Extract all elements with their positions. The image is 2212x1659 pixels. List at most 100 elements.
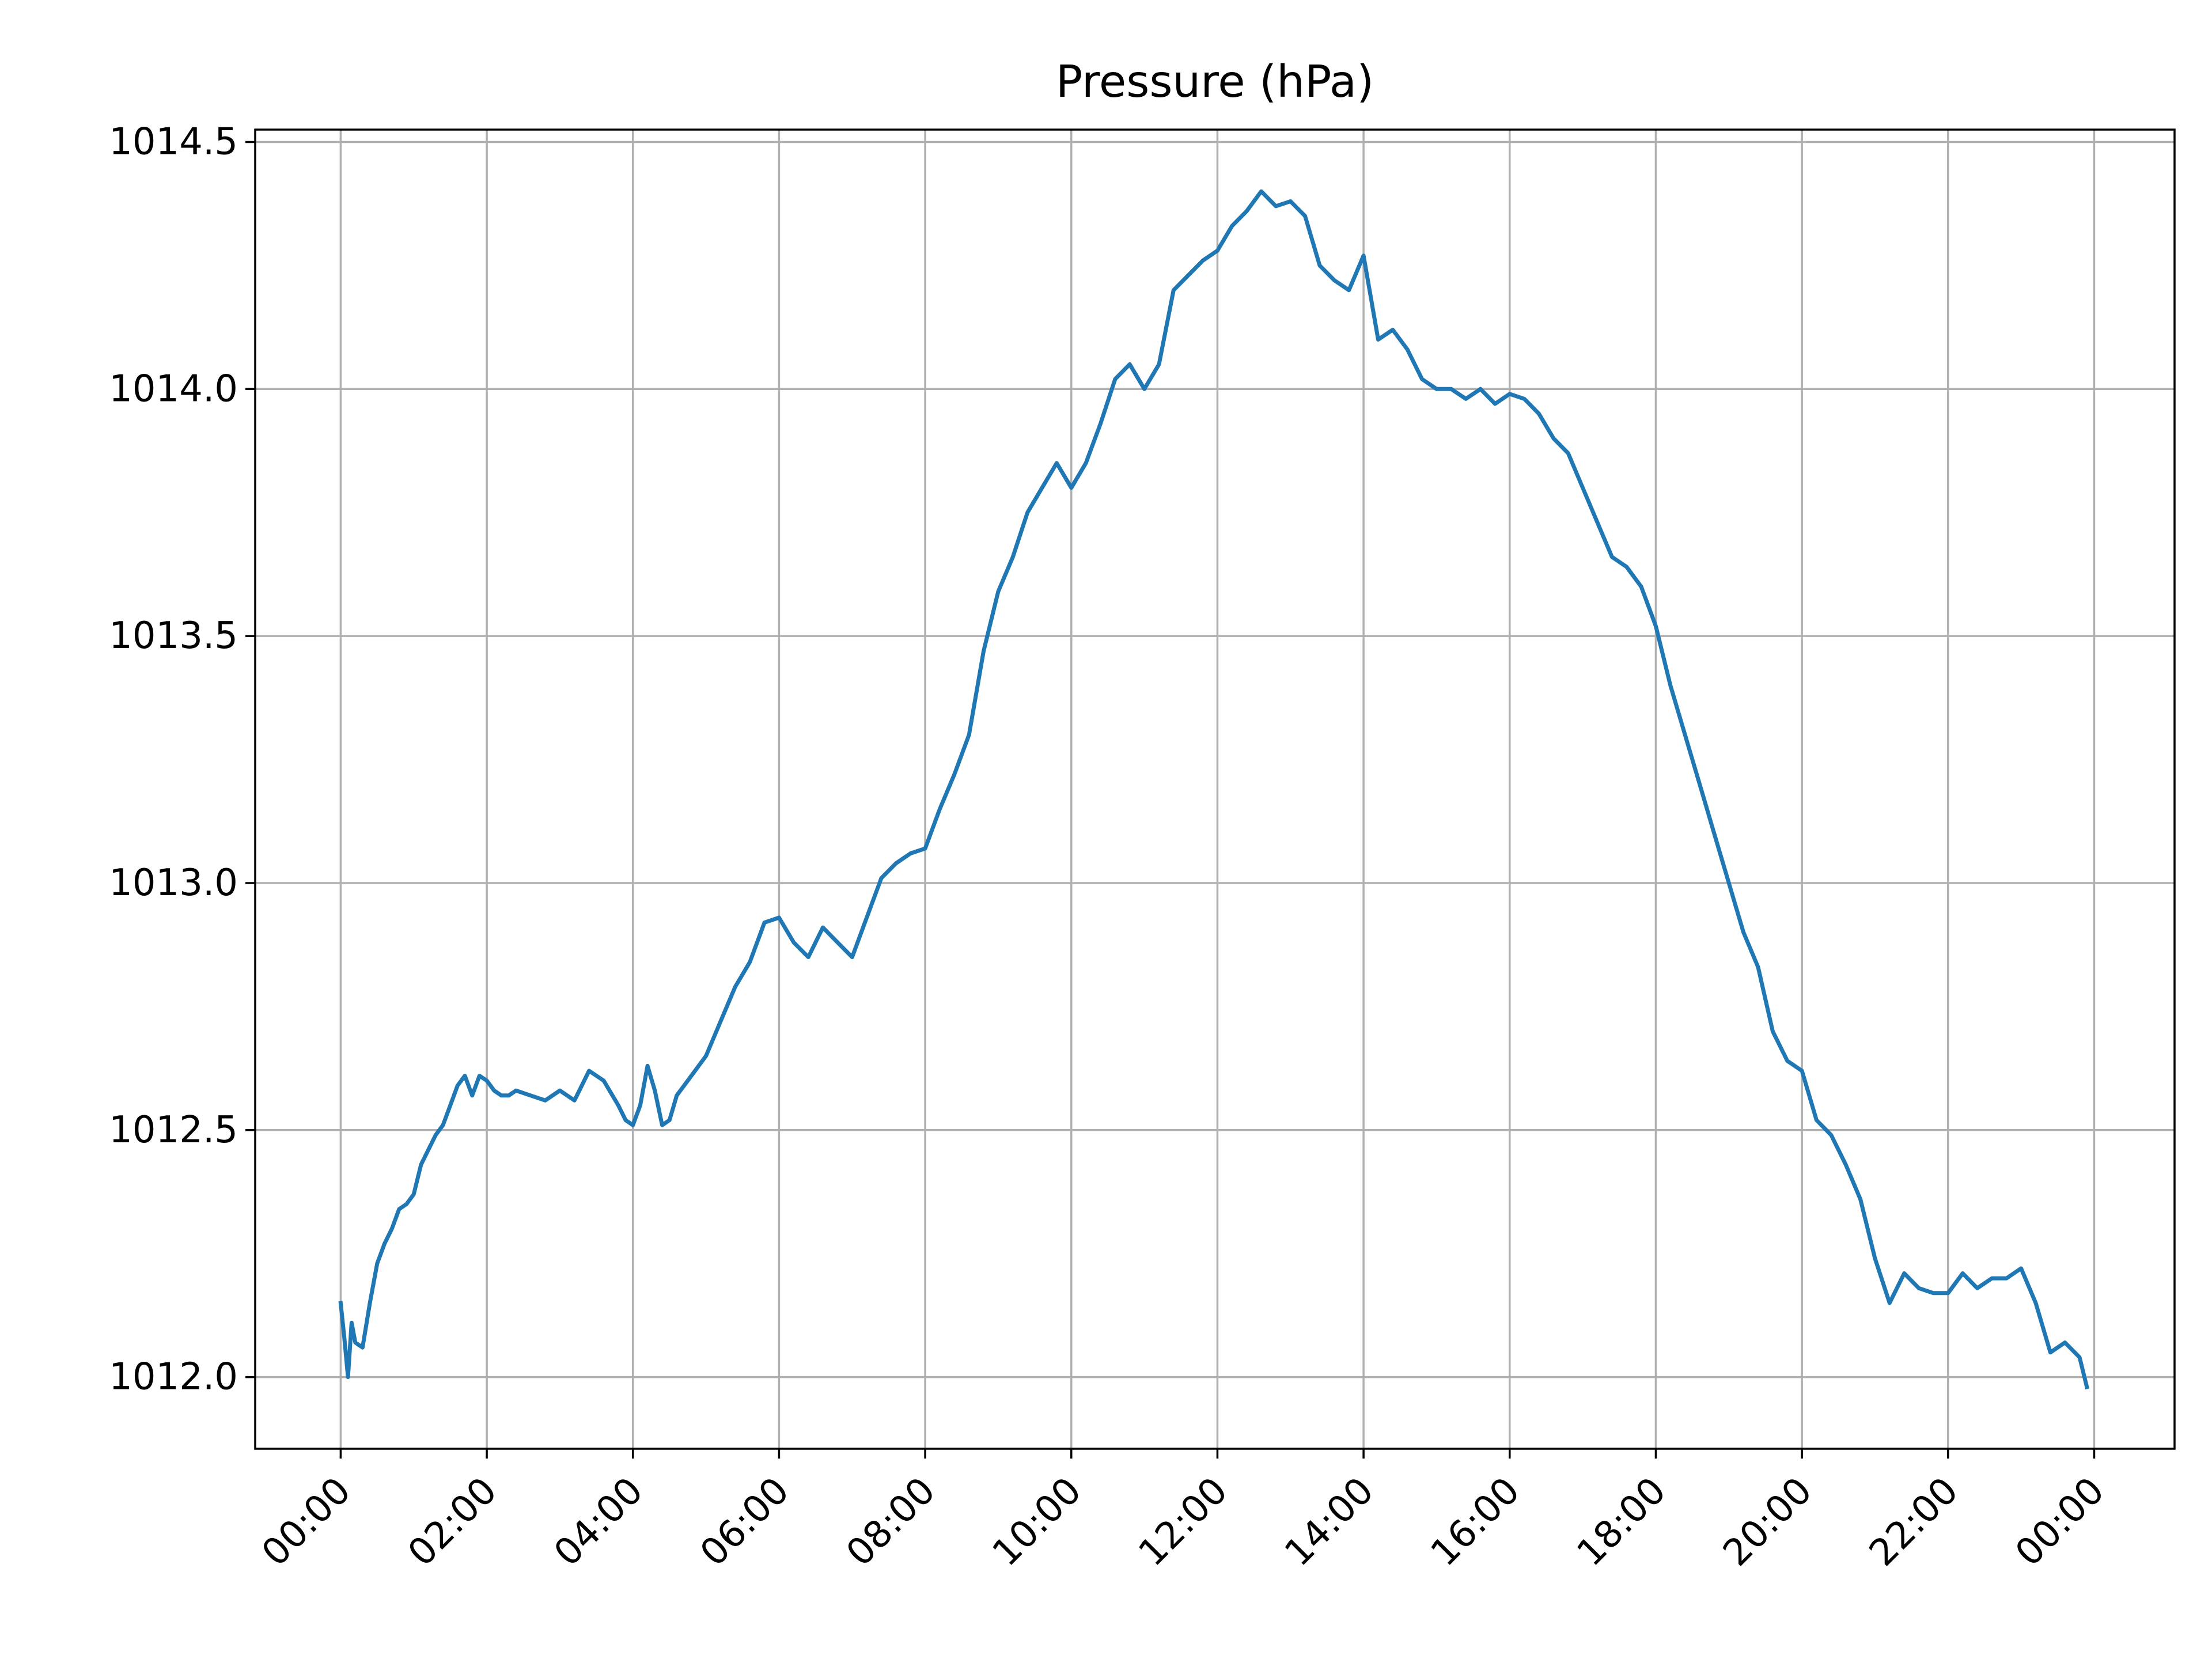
data-point [448, 1103, 452, 1107]
data-point [558, 1089, 562, 1093]
data-point [2085, 1385, 2089, 1389]
data-point [1683, 733, 1687, 737]
data-point [1040, 486, 1044, 490]
data-point [1303, 214, 1307, 218]
data-point [2048, 1350, 2052, 1354]
data-point [1610, 555, 1614, 559]
data-point [835, 940, 839, 944]
data-point [1508, 392, 1512, 396]
data-point [1142, 387, 1146, 391]
y-tick-label: 1013.0 [109, 862, 238, 904]
data-point [1230, 224, 1234, 228]
data-point [631, 1123, 635, 1127]
data-point [1873, 1256, 1877, 1260]
data-point [733, 985, 737, 989]
data-point [342, 1336, 346, 1340]
data-point [390, 1227, 394, 1231]
data-point [1011, 555, 1015, 559]
data-point [485, 1079, 489, 1083]
data-point [894, 861, 898, 865]
data-point [1376, 338, 1380, 342]
data-point [1069, 486, 1073, 490]
data-point [1946, 1291, 1950, 1295]
data-point [1815, 1118, 1819, 1122]
data-point [1434, 387, 1438, 391]
data-point [426, 1148, 430, 1152]
data-point [463, 1074, 467, 1078]
data-point [2005, 1277, 2009, 1281]
data-point [1771, 1029, 1775, 1033]
data-point [1844, 1162, 1848, 1166]
data-point [1362, 253, 1366, 257]
series-layer [338, 189, 2090, 1390]
data-point [1537, 412, 1541, 416]
data-point [2034, 1301, 2038, 1305]
data-point [1741, 930, 1745, 934]
data-point [1961, 1271, 1965, 1275]
data-point [982, 649, 986, 653]
data-point [908, 851, 912, 855]
data-point [1259, 190, 1263, 194]
data-point [806, 955, 810, 959]
data-point [353, 1340, 357, 1344]
chart-title: Pressure (hPa) [1056, 56, 1374, 108]
data-point [375, 1262, 379, 1266]
data-point [1712, 832, 1716, 836]
data-point [1756, 965, 1760, 969]
data-point [1785, 1059, 1789, 1063]
data-point [1449, 387, 1453, 391]
y-tick-label: 1014.5 [109, 120, 238, 163]
data-point [1654, 624, 1658, 628]
data-point [1493, 402, 1497, 406]
y-tick-label: 1012.5 [109, 1109, 238, 1152]
grid-layer [255, 130, 2175, 1449]
data-point [1113, 377, 1117, 381]
data-point [1318, 263, 1322, 267]
data-point [470, 1093, 474, 1097]
data-point [1581, 486, 1585, 490]
data-point [339, 1301, 343, 1305]
data-point [1990, 1277, 1994, 1281]
data-point [763, 921, 767, 925]
data-point [382, 1242, 387, 1246]
data-point [499, 1093, 503, 1097]
data-point [587, 1069, 591, 1073]
data-point [361, 1346, 365, 1350]
data-point [1186, 274, 1190, 278]
y-tick-label: 1012.0 [109, 1356, 238, 1399]
data-point [879, 876, 883, 880]
data-point [1406, 347, 1410, 351]
data-point [573, 1099, 577, 1103]
data-point [1668, 683, 1672, 687]
data-point [1128, 362, 1132, 366]
data-point [397, 1207, 401, 1211]
data-point [1566, 451, 1570, 455]
data-point [478, 1074, 482, 1078]
data-point [791, 940, 796, 944]
data-point [668, 1118, 672, 1122]
data-point [923, 846, 927, 850]
data-point [419, 1162, 423, 1166]
y-tick-label: 1013.5 [109, 615, 238, 657]
data-point [350, 1321, 354, 1325]
data-point [1551, 437, 1555, 441]
data-point [1245, 209, 1249, 213]
data-point [1888, 1301, 1892, 1305]
data-point [456, 1084, 460, 1088]
data-point [1858, 1197, 1862, 1201]
data-point [1201, 259, 1205, 263]
data-point [1639, 585, 1643, 589]
data-point [996, 589, 1000, 593]
data-point [412, 1192, 416, 1196]
data-point [821, 926, 825, 930]
data-point [638, 1103, 642, 1107]
data-point [675, 1093, 679, 1097]
data-point [704, 1054, 708, 1058]
data-point [529, 1093, 533, 1097]
data-point [1931, 1291, 1936, 1295]
data-point [2078, 1355, 2082, 1359]
data-point [1157, 362, 1161, 366]
data-point [1902, 1271, 1906, 1275]
data-point [1215, 249, 1219, 253]
